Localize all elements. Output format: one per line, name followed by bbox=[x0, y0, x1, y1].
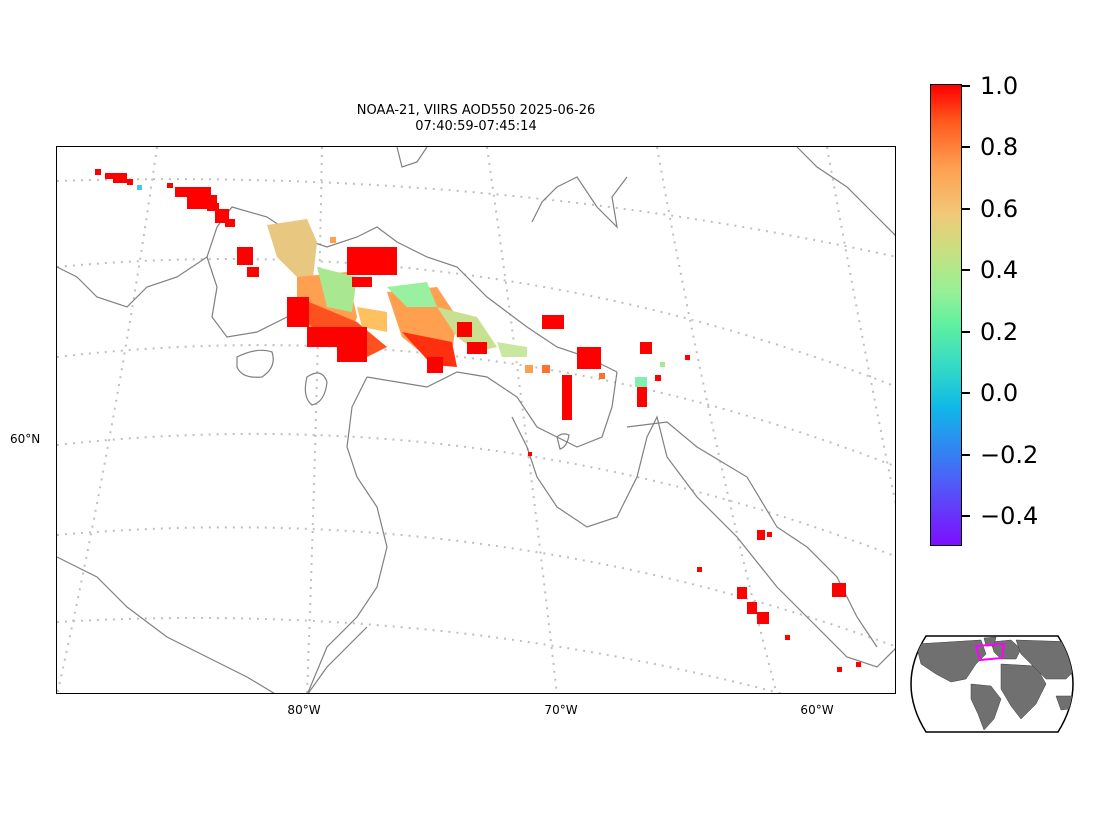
colorbar-label: 0.6 bbox=[980, 195, 1019, 223]
colorbar-tick bbox=[962, 146, 970, 148]
inset-land bbox=[915, 636, 1073, 731]
coastlines bbox=[57, 147, 895, 693]
colorbar-label: 0.8 bbox=[980, 133, 1019, 161]
aod-pixel-low bbox=[137, 185, 142, 190]
colorbar-tick bbox=[962, 208, 970, 210]
aod-cluster-se bbox=[697, 530, 861, 672]
map-panel bbox=[56, 146, 896, 694]
aod-cluster-nw bbox=[95, 169, 219, 211]
colorbar-label: −0.2 bbox=[980, 441, 1039, 469]
inset-swath-outline bbox=[974, 642, 1006, 662]
graticule-meridians bbox=[57, 147, 895, 693]
colorbar-label: 0.4 bbox=[980, 256, 1019, 284]
colorbar-label: −0.4 bbox=[980, 502, 1039, 530]
graticule-parallels bbox=[57, 178, 895, 693]
aod-cluster-central-red bbox=[215, 209, 690, 456]
aod-swath bbox=[95, 169, 861, 672]
colorbar-label: 1.0 bbox=[980, 72, 1019, 100]
map-svg bbox=[57, 147, 895, 693]
colorbar bbox=[930, 84, 962, 546]
colorbar-label: 0.2 bbox=[980, 318, 1019, 346]
colorbar-label: 0.0 bbox=[980, 379, 1019, 407]
colorbar-tick bbox=[962, 85, 970, 87]
map-title-line2: 07:40:59-07:45:14 bbox=[415, 119, 537, 134]
colorbar-tick bbox=[962, 392, 970, 394]
lon-label-70w: 70°W bbox=[544, 703, 578, 717]
map-title-line1: NOAA-21, VIIRS AOD550 2025-06-26 bbox=[356, 103, 596, 118]
lon-label-60w: 60°W bbox=[800, 703, 834, 717]
colorbar-tick bbox=[962, 331, 970, 333]
aod-scattered-mid bbox=[330, 237, 665, 387]
colorbar-tick bbox=[962, 515, 970, 517]
colorbar-tick bbox=[962, 454, 970, 456]
lon-label-80w: 80°W bbox=[287, 703, 321, 717]
colorbar-tick bbox=[962, 269, 970, 271]
inset-globe-map bbox=[910, 635, 1074, 733]
lat-label-60n: 60°N bbox=[10, 432, 41, 446]
